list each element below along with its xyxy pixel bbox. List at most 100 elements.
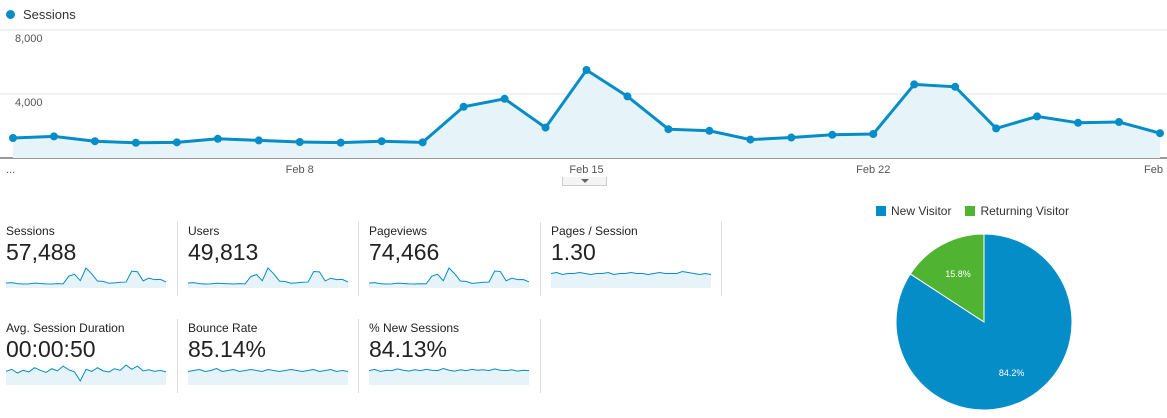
- x-tick-label: ...: [6, 164, 15, 176]
- x-tick-label: Feb: [1144, 164, 1163, 176]
- sparkline: [6, 364, 166, 385]
- metric-users[interactable]: Users 49,813: [182, 222, 348, 302]
- data-point: [131, 138, 140, 147]
- data-point: [1033, 112, 1042, 121]
- metric-value: 49,813: [188, 239, 259, 265]
- metric-value: 00:00:50: [6, 336, 96, 362]
- chevron-down-icon: [580, 179, 589, 183]
- swatch: [965, 206, 976, 216]
- pie-legend: New Visitor Returning Visitor: [876, 204, 1069, 218]
- data-point: [9, 134, 17, 142]
- sparkline-line: [551, 270, 711, 276]
- metric-label: Pages / Session: [551, 224, 638, 238]
- data-point: [951, 82, 960, 91]
- legend-label: New Visitor: [891, 204, 952, 218]
- sparkline-line: [188, 367, 348, 373]
- x-tick-label: Feb 22: [856, 164, 890, 176]
- y-tick-label: 4,000: [15, 97, 43, 109]
- divider: [358, 222, 359, 296]
- divider: [721, 222, 722, 296]
- sessions-chart[interactable]: 8,000 4,000... Feb 8 Feb 15 Feb 22 Feb: [0, 26, 1167, 176]
- data-point: [90, 137, 99, 146]
- sparkline-line: [188, 267, 348, 285]
- metric-label: Users: [188, 224, 220, 238]
- x-tick-label: Feb 15: [569, 164, 603, 176]
- sparkline-area: [6, 365, 166, 385]
- x-tick-label: Feb 8: [286, 164, 314, 176]
- data-point: [910, 80, 919, 89]
- sparkline-area: [188, 368, 348, 385]
- data-point: [295, 138, 304, 146]
- data-point: [705, 126, 714, 135]
- metric-value: 57,488: [6, 239, 77, 265]
- data-point: [500, 94, 509, 103]
- metric-label: Pageviews: [369, 224, 428, 238]
- sparkline-line: [369, 367, 529, 373]
- metric-value: 84.13%: [369, 336, 448, 362]
- visitor-pie-chart[interactable]: 84.2% 15.8%: [890, 230, 1078, 416]
- pie-slice-label: 15.8%: [945, 269, 971, 279]
- data-point: [746, 135, 755, 144]
- data-point: [49, 132, 58, 141]
- divider: [540, 222, 541, 296]
- sparkline-line: [6, 267, 166, 285]
- data-point: [377, 137, 386, 146]
- metric-label: Avg. Session Duration: [6, 321, 125, 335]
- sparkline: [188, 267, 348, 288]
- metric-pageviews[interactable]: Pageviews 74,466: [363, 222, 529, 302]
- data-point: [1156, 129, 1164, 138]
- legend-item-new-visitor[interactable]: New Visitor: [876, 204, 951, 218]
- data-point: [869, 130, 878, 138]
- sparkline: [188, 367, 348, 385]
- legend-label: Returning Visitor: [980, 204, 1069, 218]
- y-tick-label: 8,000: [15, 33, 43, 45]
- metric-sessions[interactable]: Sessions 57,488: [0, 222, 166, 302]
- sparkline-area: [369, 268, 529, 288]
- data-point: [992, 124, 1001, 133]
- data-point: [541, 123, 550, 132]
- metric-avg-session-duration[interactable]: Avg. Session Duration 00:00:50: [0, 319, 166, 399]
- metric-bounce-rate[interactable]: Bounce Rate 85.14%: [182, 319, 348, 399]
- chart-legend: Sessions: [6, 7, 76, 22]
- sparkline: [369, 267, 529, 288]
- metric-value: 85.14%: [188, 336, 267, 362]
- data-point: [623, 92, 632, 101]
- series-area: [13, 70, 1160, 158]
- data-point: [418, 138, 427, 147]
- collapse-chart-button[interactable]: [562, 177, 607, 186]
- sparkline-area: [6, 268, 166, 288]
- data-point: [213, 134, 222, 143]
- metric-label: Bounce Rate: [188, 321, 258, 335]
- sparkline: [369, 367, 529, 385]
- metric-label: % New Sessions: [369, 321, 460, 335]
- sparkline-line: [369, 267, 529, 285]
- series-dot: [6, 10, 15, 19]
- sparkline-area: [369, 368, 529, 385]
- pie-slice: [909, 233, 985, 323]
- divider: [540, 319, 541, 393]
- sparkline-area: [188, 268, 348, 288]
- legend-label: Sessions: [23, 7, 76, 22]
- data-point: [1074, 118, 1083, 127]
- data-point: [254, 136, 263, 145]
- data-point: [172, 138, 181, 147]
- divider: [177, 222, 178, 296]
- data-point: [336, 138, 345, 147]
- legend-item-returning-visitor[interactable]: Returning Visitor: [965, 204, 1069, 218]
- data-point: [459, 102, 468, 111]
- sparkline: [551, 270, 711, 288]
- metric-new-sessions[interactable]: % New Sessions 84.13%: [363, 319, 529, 399]
- data-point: [787, 133, 796, 142]
- data-point: [582, 66, 591, 74]
- data-point: [1115, 118, 1124, 126]
- data-point: [828, 130, 837, 139]
- metric-pages-per-session[interactable]: Pages / Session 1.30: [545, 222, 711, 302]
- data-point: [664, 125, 673, 134]
- divider: [177, 319, 178, 393]
- sparkline-line: [6, 364, 166, 383]
- metric-value: 74,466: [369, 239, 440, 265]
- pie-slice-label: 84.2%: [999, 368, 1025, 378]
- sparkline-area: [551, 271, 711, 288]
- swatch: [876, 206, 886, 216]
- metric-label: Sessions: [6, 224, 55, 238]
